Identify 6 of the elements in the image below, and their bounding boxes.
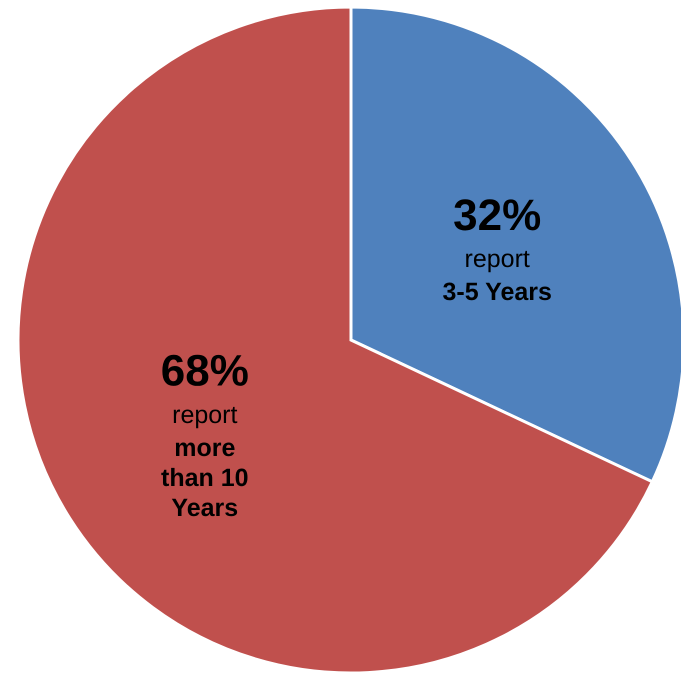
text: report xyxy=(464,245,530,274)
slice-label: 3-5 Years xyxy=(442,278,552,306)
data-label: 68% xyxy=(160,346,249,396)
data-label: 32% xyxy=(453,191,542,240)
slice-label: more than 10 Years xyxy=(161,434,249,522)
text: report xyxy=(172,400,238,429)
